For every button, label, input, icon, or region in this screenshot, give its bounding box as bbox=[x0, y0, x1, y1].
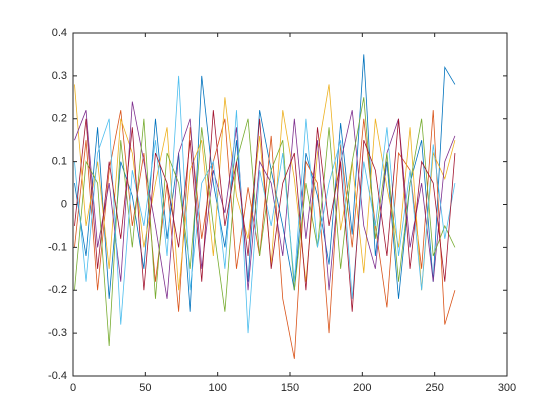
y-tick-label: 0.3 bbox=[52, 70, 67, 82]
y-tick-label: 0.2 bbox=[52, 113, 67, 125]
x-tick-label: 0 bbox=[70, 382, 76, 394]
series-line bbox=[74, 97, 456, 347]
x-tick-label: 250 bbox=[425, 382, 443, 394]
plot-area bbox=[74, 54, 456, 359]
y-tick-label: 0.4 bbox=[52, 27, 67, 39]
y-tick-label: -0.2 bbox=[48, 284, 67, 296]
x-tick-label: 150 bbox=[281, 382, 299, 394]
y-tick-label: -0.1 bbox=[48, 241, 67, 253]
x-tick-label: 300 bbox=[498, 382, 516, 394]
series-line bbox=[74, 101, 456, 299]
x-tick-label: 100 bbox=[208, 382, 226, 394]
x-tick-label: 200 bbox=[353, 382, 371, 394]
y-tick-label: 0.1 bbox=[52, 156, 67, 168]
y-tick-label: -0.4 bbox=[48, 370, 67, 382]
y-tick-label: -0.3 bbox=[48, 327, 67, 339]
series-line bbox=[74, 110, 456, 312]
y-tick-label: 0 bbox=[61, 198, 67, 210]
x-tick-label: 50 bbox=[139, 382, 151, 394]
